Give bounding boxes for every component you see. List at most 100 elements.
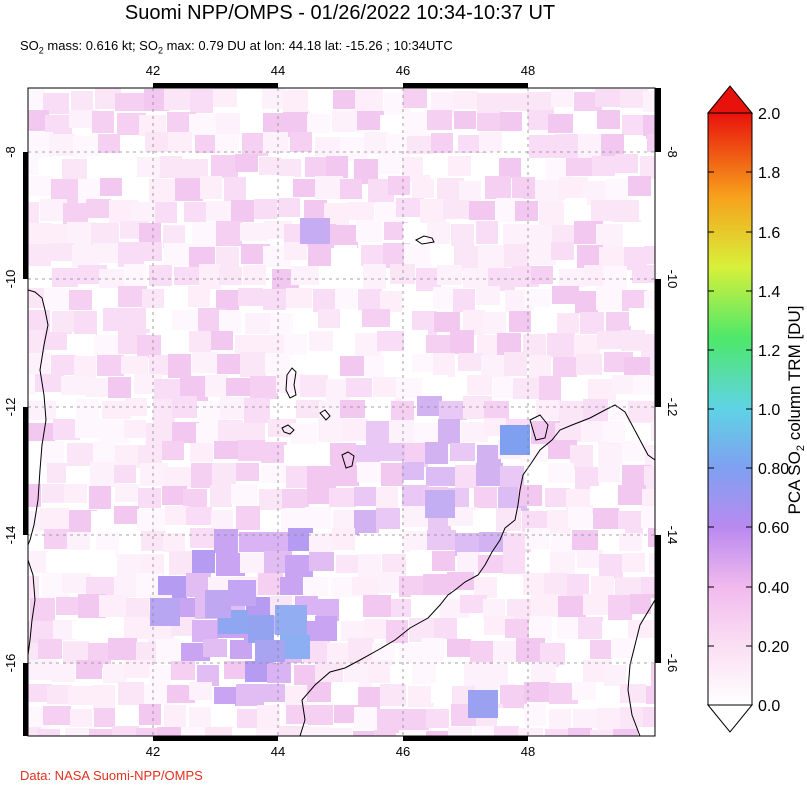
moheli bbox=[281, 424, 295, 435]
so2-cell bbox=[261, 442, 287, 463]
so2-cell bbox=[567, 643, 595, 664]
so2-cell bbox=[539, 376, 561, 401]
so2-cell bbox=[326, 156, 348, 178]
so2-cell bbox=[240, 352, 266, 377]
so2-cell bbox=[576, 354, 602, 375]
so2-cell bbox=[581, 421, 609, 442]
so2-cell bbox=[186, 507, 212, 525]
so2-cell bbox=[504, 132, 529, 152]
so2-cell bbox=[302, 727, 330, 736]
so2-cell bbox=[126, 177, 154, 200]
so2-cell bbox=[362, 309, 390, 327]
so2-cell bbox=[140, 242, 162, 261]
so2-cell bbox=[355, 333, 381, 357]
so2-cell bbox=[219, 310, 241, 333]
so2-cell bbox=[640, 156, 655, 179]
so2-cell bbox=[402, 485, 429, 506]
so2-cell bbox=[528, 110, 554, 130]
so2-cell bbox=[416, 268, 441, 291]
so2-cell bbox=[189, 682, 212, 700]
so2-cell bbox=[524, 704, 546, 726]
so2-cell bbox=[340, 179, 362, 199]
so2-cell bbox=[377, 331, 404, 351]
so2-cell bbox=[211, 704, 235, 728]
so2-cell bbox=[189, 331, 211, 352]
so2-cell bbox=[558, 596, 586, 617]
so2-cell bbox=[622, 441, 647, 461]
so2-cell bbox=[353, 731, 381, 736]
so2-cell-high bbox=[300, 218, 330, 244]
so2-cell bbox=[174, 267, 201, 285]
so2-cell bbox=[67, 222, 96, 245]
so2-cell bbox=[115, 93, 144, 111]
so2-cell bbox=[568, 728, 592, 736]
so2-cell bbox=[318, 309, 340, 328]
so2-cell bbox=[293, 312, 320, 334]
so2-cell bbox=[552, 286, 579, 304]
so2-cell bbox=[53, 620, 76, 640]
so2-cell bbox=[38, 158, 63, 181]
so2-cell bbox=[52, 268, 78, 287]
so2-cell bbox=[644, 246, 655, 264]
so2-cell bbox=[286, 466, 310, 488]
so2-cell bbox=[481, 355, 510, 378]
so2-cell bbox=[412, 354, 437, 372]
so2-cell bbox=[577, 245, 603, 268]
so2-cell bbox=[263, 289, 286, 310]
so2-cell bbox=[28, 288, 47, 308]
grande-comore bbox=[285, 367, 297, 399]
lon-label-top-46: 46 bbox=[396, 63, 410, 78]
so2-cell bbox=[86, 378, 110, 397]
so2-cell bbox=[28, 576, 39, 600]
so2-cell bbox=[574, 221, 603, 244]
so2-cell bbox=[372, 643, 395, 665]
so2-cell bbox=[44, 529, 70, 549]
so2-cell bbox=[309, 533, 333, 552]
so2-cell bbox=[363, 595, 391, 617]
so2-cell bbox=[307, 114, 330, 133]
so2-cell bbox=[263, 132, 288, 153]
lon-label-top-48: 48 bbox=[521, 63, 535, 78]
so2-cell bbox=[463, 310, 485, 335]
so2-cell bbox=[545, 488, 570, 507]
so2-cell bbox=[565, 198, 587, 223]
so2-cell bbox=[644, 466, 655, 489]
so2-cell bbox=[405, 443, 428, 467]
so2-cell bbox=[308, 90, 333, 111]
so2-cell bbox=[28, 244, 51, 266]
so2-cell bbox=[265, 353, 293, 374]
so2-cell bbox=[423, 574, 451, 595]
so2-cell bbox=[91, 511, 117, 533]
so2-cell bbox=[597, 686, 623, 711]
so2-cell bbox=[523, 573, 549, 595]
so2-cell bbox=[644, 225, 655, 250]
so2-cell bbox=[529, 355, 551, 378]
so2-cell bbox=[304, 577, 328, 596]
so2-cell bbox=[403, 89, 427, 108]
so2-cell bbox=[548, 114, 573, 133]
so2-cell bbox=[447, 572, 474, 590]
so2-cell bbox=[548, 463, 574, 483]
lon-label-bottom-42: 42 bbox=[146, 744, 160, 759]
so2-cell bbox=[276, 374, 304, 393]
so2-cell bbox=[647, 134, 655, 152]
so2-cell bbox=[384, 222, 408, 240]
so2-cell bbox=[165, 506, 189, 525]
colorbar-gradient bbox=[707, 112, 753, 706]
so2-cell bbox=[652, 617, 655, 640]
colorbar-label-1.8: 1.8 bbox=[758, 165, 780, 182]
so2-cell bbox=[40, 199, 67, 221]
so2-cell bbox=[195, 135, 221, 153]
so2-cell bbox=[102, 401, 131, 419]
so2-cell bbox=[406, 291, 429, 314]
so2-cell bbox=[377, 709, 403, 733]
so2-cell bbox=[47, 685, 72, 704]
so2-cell bbox=[279, 726, 308, 736]
colorbar-min-triangle bbox=[706, 704, 754, 733]
so2-cell bbox=[531, 310, 554, 328]
so2-cell bbox=[262, 88, 285, 109]
so2-cell bbox=[66, 466, 93, 487]
so2-cell bbox=[244, 398, 271, 423]
so2-cell bbox=[364, 132, 388, 154]
